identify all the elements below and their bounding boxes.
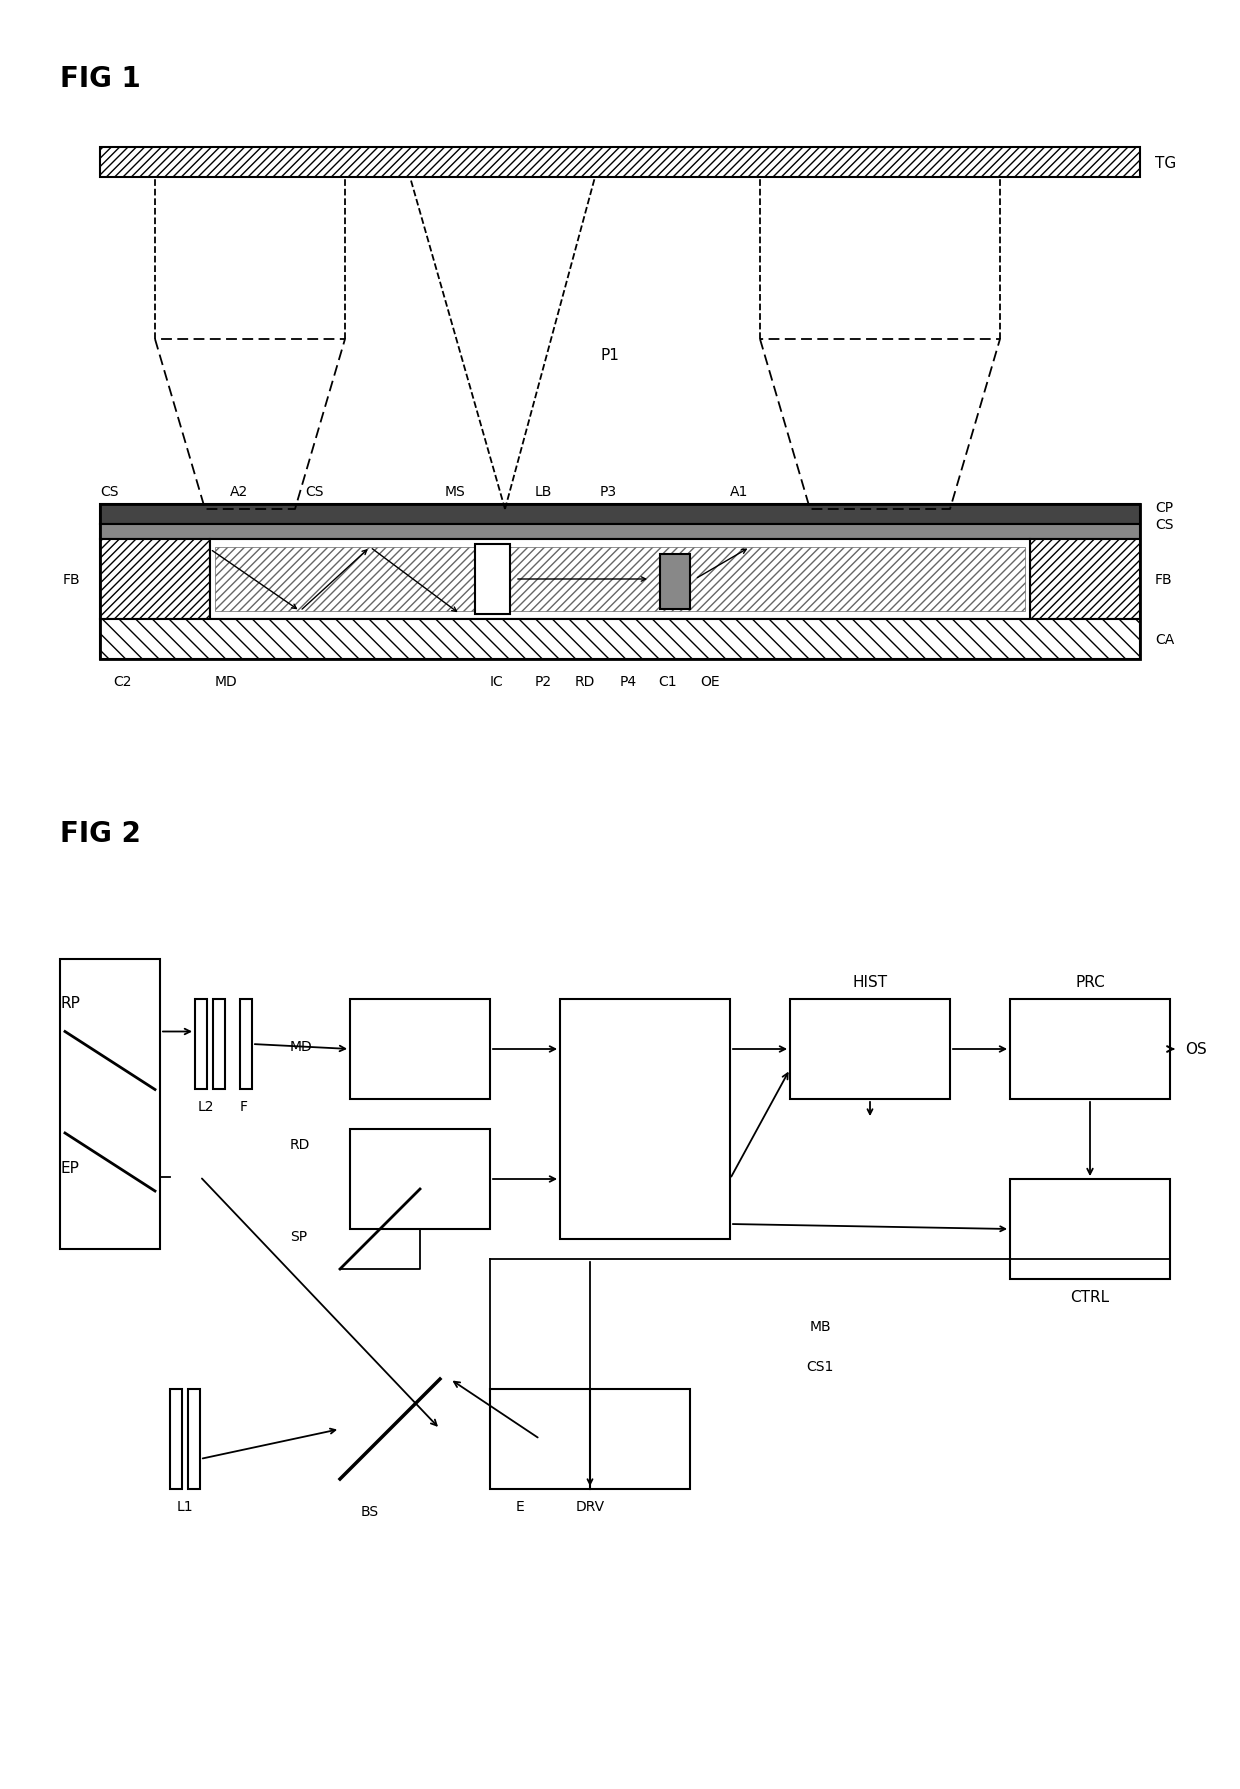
Bar <box>100 148 1140 177</box>
Bar <box>1011 1179 1171 1279</box>
Bar <box>350 1129 490 1229</box>
Bar <box>1011 1000 1171 1100</box>
Bar <box>490 1390 689 1488</box>
Text: FIG 2: FIG 2 <box>60 819 141 848</box>
Text: A2: A2 <box>229 485 248 499</box>
Bar <box>100 504 1140 660</box>
Text: CS: CS <box>305 485 324 499</box>
Text: MS: MS <box>445 485 466 499</box>
Text: HIST: HIST <box>852 975 888 989</box>
Text: BS: BS <box>361 1505 379 1519</box>
Text: OE: OE <box>701 674 719 689</box>
Bar <box>1030 540 1140 619</box>
Text: L1: L1 <box>176 1499 193 1513</box>
Bar <box>188 1390 200 1488</box>
Bar <box>210 540 1030 619</box>
Text: P2: P2 <box>534 674 552 689</box>
Text: P1: P1 <box>600 347 619 363</box>
Text: CS: CS <box>100 485 119 499</box>
Text: E: E <box>516 1499 525 1513</box>
Text: CS1: CS1 <box>806 1360 833 1374</box>
Text: RD: RD <box>290 1138 310 1152</box>
Text: C2: C2 <box>113 674 131 689</box>
Text: IC: IC <box>490 674 503 689</box>
Text: L2: L2 <box>198 1100 215 1113</box>
Bar <box>60 959 160 1249</box>
Text: P3: P3 <box>600 485 618 499</box>
Bar <box>241 1000 252 1090</box>
Bar <box>195 1000 207 1090</box>
Text: CP: CP <box>1154 501 1173 515</box>
Text: FIG 1: FIG 1 <box>60 64 141 93</box>
Text: DRV: DRV <box>575 1499 605 1513</box>
Text: TG: TG <box>1154 156 1177 170</box>
Bar <box>215 547 1025 612</box>
Text: PRC: PRC <box>1075 975 1105 989</box>
Bar <box>100 524 1140 540</box>
Text: MB: MB <box>810 1318 831 1333</box>
Bar <box>213 1000 224 1090</box>
Text: P4: P4 <box>620 674 637 689</box>
Text: SP: SP <box>290 1229 308 1243</box>
Text: RP: RP <box>60 995 79 1011</box>
Text: MD: MD <box>290 1039 312 1054</box>
Text: A1: A1 <box>730 485 749 499</box>
Bar <box>475 544 510 615</box>
Text: CTRL: CTRL <box>1070 1290 1110 1304</box>
Bar <box>170 1390 182 1488</box>
Text: FB: FB <box>1154 572 1173 587</box>
Bar <box>560 1000 730 1240</box>
Bar <box>350 1000 490 1100</box>
Bar <box>660 555 689 610</box>
Text: C1: C1 <box>658 674 677 689</box>
Text: OS: OS <box>1185 1041 1207 1057</box>
Text: RD: RD <box>575 674 595 689</box>
Text: FB: FB <box>62 572 81 587</box>
Bar <box>100 619 1140 660</box>
Bar <box>790 1000 950 1100</box>
Text: F: F <box>241 1100 248 1113</box>
Bar <box>100 540 210 619</box>
Text: MD: MD <box>215 674 238 689</box>
Text: CS: CS <box>1154 517 1173 531</box>
Bar <box>100 504 1140 524</box>
Text: LB: LB <box>534 485 552 499</box>
Text: EP: EP <box>60 1161 79 1175</box>
Text: CA: CA <box>1154 633 1174 646</box>
